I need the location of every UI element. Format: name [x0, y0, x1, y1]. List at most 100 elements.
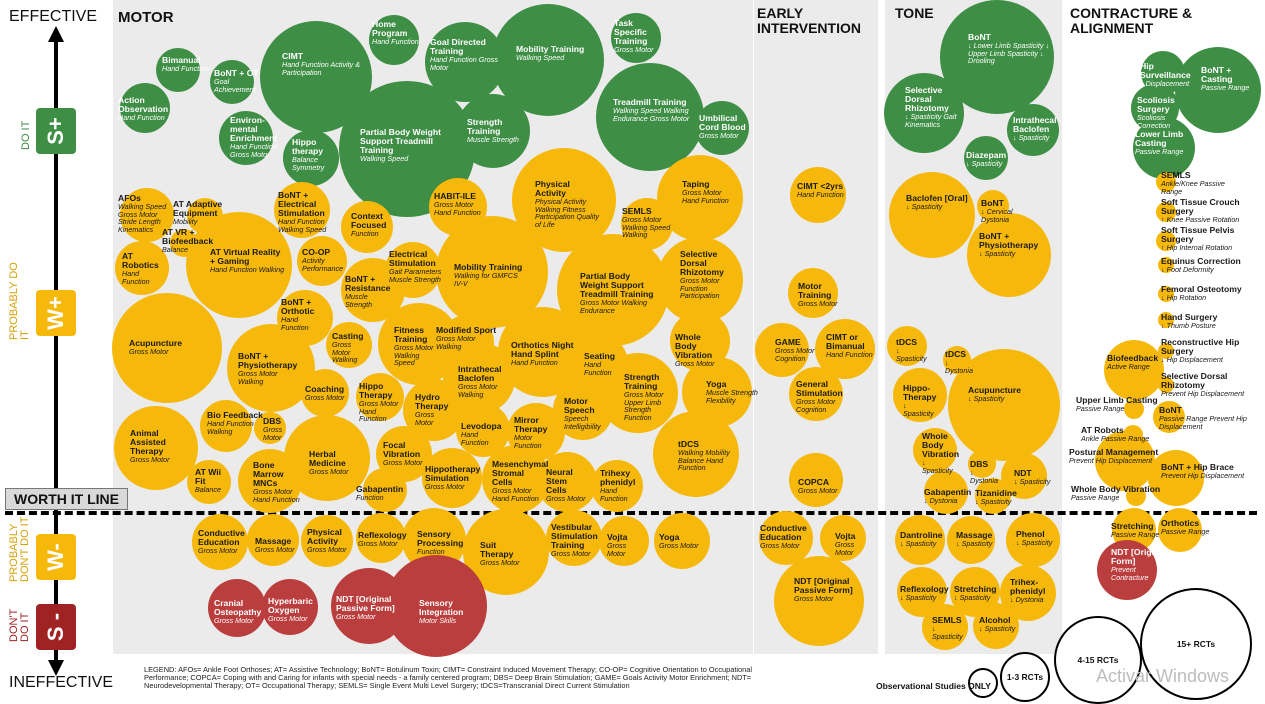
- intervention-bubble: [1156, 231, 1176, 251]
- intervention-bubble: [599, 516, 649, 566]
- intervention-label: BoNT + Resistance Muscle Strength: [345, 274, 393, 308]
- intervention-outcome: Ankle/Knee Passive Range: [1161, 179, 1225, 196]
- intervention-name: AT Wii Fit: [195, 467, 222, 487]
- intervention-outcome: ↓ Spasticity: [900, 539, 937, 549]
- intervention-label: DBS ↓ Dystonia: [970, 459, 1000, 484]
- intervention-outcome: ↓ Spasticity: [979, 249, 1016, 259]
- intervention-name: Tizanidine: [975, 488, 1017, 498]
- intervention-label: Hippo-Therapy ↓ Spasticity: [903, 383, 939, 417]
- intervention-label: tDCS ↓ Dystonia: [945, 349, 975, 374]
- intervention-outcome: ↓ Spasticity: [954, 593, 991, 603]
- grade-badge-w-plus: W+: [36, 290, 76, 336]
- intervention-outcome: Balance: [195, 485, 221, 495]
- intervention-label: DBS Gross Motor: [263, 416, 287, 442]
- intervention-label: Focal Vibration Gross Motor: [383, 440, 431, 467]
- intervention-outcome: Hand Function: [826, 350, 873, 360]
- intervention-label: Mirror Therapy Motor Function: [514, 415, 554, 450]
- intervention-name: AT Virtual Reality + Gaming: [210, 247, 281, 267]
- intervention-outcome: Gross Motor Upper Limb Strength Function: [624, 390, 664, 422]
- intervention-bubble: [326, 322, 372, 368]
- intervention-outcome: Gross Motor: [760, 541, 800, 551]
- intervention-outcome: Active Range: [1107, 362, 1150, 372]
- intervention-bubble: [301, 369, 349, 417]
- intervention-name: Motor Speech: [564, 396, 595, 416]
- intervention-label: Tizanidine ↓ Spasticity: [975, 488, 1017, 507]
- intervention-label: Partial Body Weight Support Treadmill Tr…: [360, 127, 458, 163]
- intervention-label: Sensory Integration Motor Skills: [419, 598, 469, 625]
- intervention-label: Strength Training Muscle Strength: [467, 117, 531, 144]
- intervention-bubble: [227, 324, 315, 412]
- intervention-outcome: Motor Function: [514, 433, 542, 450]
- intervention-bubble: [114, 406, 198, 490]
- intervention-label: Acupuncture ↓ Spasticity: [968, 385, 1024, 404]
- intervention-bubble: [1097, 540, 1157, 600]
- intervention-name: Herbal Medicine: [309, 449, 346, 469]
- intervention-name: Hyperbaric Oxygen: [268, 596, 313, 616]
- intervention-name: Massage: [956, 530, 993, 540]
- intervention-outcome: Gross Motor: [798, 486, 838, 496]
- intervention-outcome: Walking for GMFCS IV-V: [454, 271, 518, 288]
- intervention-label: Motor Training Gross Motor: [798, 281, 842, 308]
- intervention-name: Reflexology: [900, 584, 949, 594]
- intervention-bubble: [120, 83, 170, 133]
- intervention-name: Phenol: [1016, 529, 1045, 539]
- intervention-bubble: [187, 460, 231, 504]
- intervention-name: AT Robots: [1081, 425, 1124, 435]
- intervention-name: Scoliosis Surgery: [1137, 95, 1175, 115]
- intervention-name: Context Focused: [351, 211, 387, 231]
- size-key-15-plus-rcts: 15+ RCTs: [1140, 588, 1252, 700]
- intervention-label: Lower Limb Casting Passive Range: [1135, 129, 1191, 156]
- intervention-label: NDT ↓ Spasticity: [1014, 468, 1056, 487]
- intervention-outcome: Hand Function: [797, 190, 844, 200]
- intervention-outcome: ↓ Spasticity Gait Kinematics: [905, 112, 957, 129]
- intervention-outcome: Gross Motor Cognition: [775, 346, 815, 363]
- intervention-outcome: Gross Motor: [675, 359, 715, 369]
- intervention-label: BoNT + Casting Passive Range: [1201, 65, 1251, 92]
- intervention-outcome: Gross Motor: [263, 425, 283, 442]
- intervention-outcome: Gross Motor: [130, 455, 170, 465]
- intervention-name: DBS: [970, 459, 989, 469]
- section-title-early-intervention: EARLY INTERVENTION: [757, 5, 861, 36]
- intervention-outcome: Passive Range: [1071, 493, 1120, 503]
- intervention-bubble: [964, 136, 1008, 180]
- intervention-outcome: ↓ Spasticity: [975, 497, 1012, 507]
- intervention-outcome: Gross Motor: [305, 393, 345, 403]
- intervention-name: AT Adaptive Equipment: [173, 199, 223, 219]
- intervention-bubble: [924, 470, 968, 514]
- intervention-label: Whole Body Vibration ↓ Spasticity: [922, 431, 959, 474]
- intervention-bubble: [654, 513, 710, 569]
- intervention-label: Mesenchymal Stromal Cells Gross Motor Han…: [492, 459, 548, 502]
- intervention-name: Gabapentin: [356, 484, 404, 494]
- intervention-label: BoNT + Orthotic Hand Function: [281, 297, 314, 331]
- intervention-bubble: [947, 516, 995, 564]
- intervention-outcome: Walking Speed: [516, 53, 565, 63]
- intervention-bubble: [948, 349, 1060, 461]
- intervention-outcome: ↓ Spasticity: [1014, 477, 1051, 487]
- intervention-outcome: Gross Motor Function Participation: [680, 276, 720, 301]
- intervention-name: BoNT + Casting: [1201, 65, 1233, 85]
- intervention-label: BoNT Passive Range Prevent Hip Displaceme…: [1159, 405, 1249, 430]
- intervention-bubble: [356, 373, 404, 421]
- intervention-name: Trihexy phenidyl: [600, 468, 636, 488]
- intervention-label: AT Virtual Reality + Gaming Hand Function…: [210, 247, 286, 274]
- intervention-name: Partial Body Weight Support Treadmill Tr…: [360, 127, 442, 156]
- intervention-bubble: [1148, 450, 1204, 506]
- intervention-bubble: [596, 63, 704, 171]
- grade-badge-s-plus: S+: [36, 108, 76, 154]
- intervention-label: BoNT + Physiotherapy ↓ Spasticity: [979, 231, 1043, 259]
- intervention-label: Seating Hand Function: [584, 351, 616, 376]
- intervention-outcome: Passive Range: [1161, 527, 1210, 537]
- intervention-bubble: [1126, 486, 1146, 506]
- intervention-outcome: Gross Motor: [198, 546, 238, 556]
- intervention-name: Partial Body Weight Support Treadmill Tr…: [580, 271, 654, 300]
- section-title-motor: MOTOR: [118, 9, 174, 26]
- intervention-bubble: [274, 182, 330, 238]
- intervention-outcome: Gross Motor: [425, 482, 465, 492]
- intervention-label: Soft Tissue Pelvis Surgery ↑ Hip Internal…: [1161, 225, 1241, 252]
- intervention-bubble: [238, 449, 302, 513]
- intervention-label: AT Robots Ankle Passive Range: [1081, 425, 1161, 443]
- intervention-name: Hippo-Therapy: [903, 383, 937, 403]
- intervention-name: Upper Limb Casting: [1076, 395, 1158, 405]
- intervention-bubble: [120, 188, 174, 242]
- intervention-outcome: ↓ Spasticity: [968, 394, 1005, 404]
